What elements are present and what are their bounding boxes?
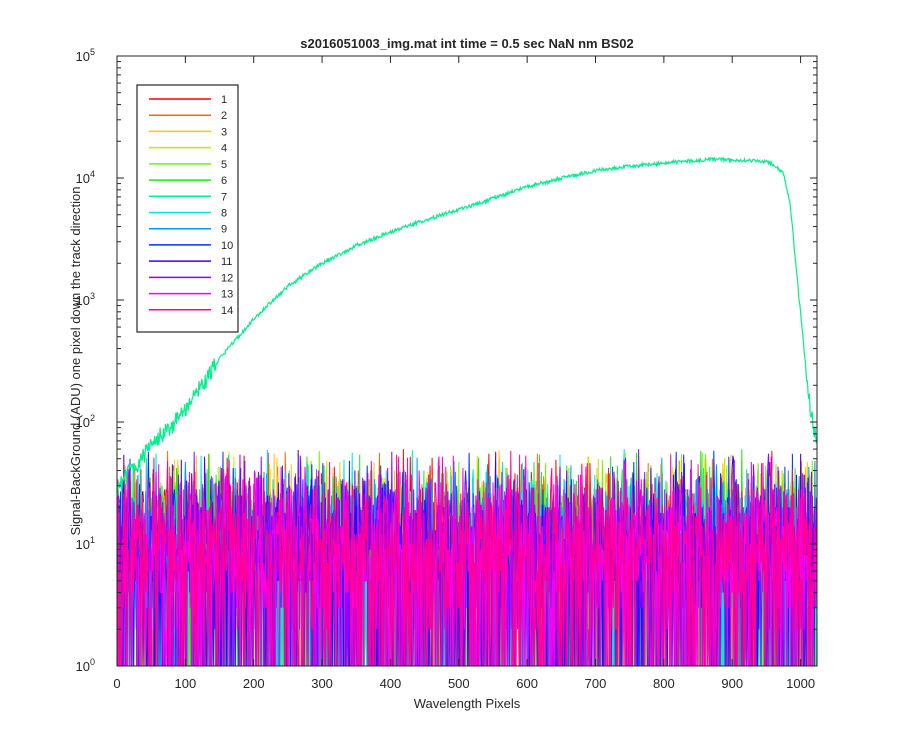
- chart-title: s2016051003_img.mat int time = 0.5 sec N…: [300, 36, 634, 51]
- series-line-13: [116, 454, 817, 667]
- axes-box: [116, 55, 818, 667]
- legend-label-13: 13: [221, 289, 233, 301]
- x-tick-label: 800: [653, 676, 675, 691]
- legend-label-3: 3: [221, 126, 227, 138]
- series-line-7: [116, 156, 817, 496]
- legend-label-7: 7: [221, 191, 227, 203]
- legend-label-9: 9: [221, 224, 227, 236]
- series-line-14: [116, 450, 817, 667]
- x-tick-label: 300: [311, 676, 333, 691]
- y-tick-label: 103: [76, 291, 95, 308]
- legend-label-5: 5: [221, 159, 227, 171]
- x-tick-label: 1000: [786, 676, 815, 691]
- y-axis-label: Signal-BackGround (ADU) one pixel down t…: [68, 186, 83, 535]
- legend-label-6: 6: [221, 175, 227, 187]
- x-tick-label: 600: [516, 676, 538, 691]
- legend-label-14: 14: [221, 305, 233, 317]
- legend-label-10: 10: [221, 240, 233, 252]
- x-tick-label: 400: [380, 676, 402, 691]
- x-tick-label: 100: [175, 676, 197, 691]
- y-tick-label: 101: [76, 535, 95, 552]
- legend-label-1: 1: [221, 94, 227, 106]
- y-tick-label: 104: [76, 169, 95, 186]
- y-tick-label: 100: [76, 657, 95, 674]
- legend-label-8: 8: [221, 208, 227, 220]
- legend-label-11: 11: [221, 256, 232, 268]
- x-tick-label: 0: [113, 676, 120, 691]
- legend-label-2: 2: [221, 110, 227, 122]
- legend-label-12: 12: [221, 272, 233, 284]
- x-tick-label: 900: [721, 676, 743, 691]
- x-tick-label: 500: [448, 676, 470, 691]
- legend-box: [136, 84, 239, 333]
- y-tick-label: 105: [76, 47, 95, 64]
- x-axis-label: Wavelength Pixels: [414, 696, 521, 711]
- legend-label-4: 4: [221, 143, 227, 155]
- x-tick-label: 200: [243, 676, 265, 691]
- y-tick-label: 102: [76, 413, 95, 430]
- x-axis-ticks: 0 100 200 300 400 500 600 700 800 900 1000: [113, 56, 815, 691]
- x-tick-label: 700: [585, 676, 607, 691]
